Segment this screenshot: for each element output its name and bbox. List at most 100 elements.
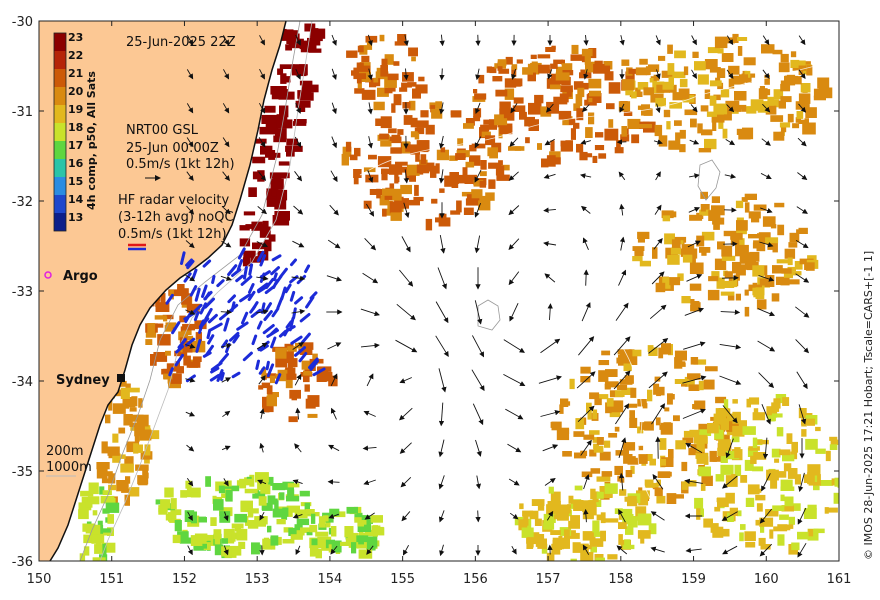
current-arrow <box>220 309 233 315</box>
current-arrow <box>798 35 806 46</box>
sst-patch <box>134 433 140 442</box>
sst-patch <box>607 554 618 560</box>
sst-patch <box>210 517 217 526</box>
sst-patch <box>589 538 604 547</box>
sst-patch <box>100 495 115 504</box>
current-arrow <box>438 368 447 393</box>
sst-patch <box>744 193 757 200</box>
radar-vector <box>271 307 280 318</box>
sst-patch <box>683 430 696 438</box>
sst-patch <box>727 295 735 301</box>
sst-patch <box>550 63 558 69</box>
sst-patch <box>534 518 542 526</box>
sst-patch <box>623 454 633 464</box>
sst-patch <box>568 495 574 504</box>
sst-patch <box>766 407 780 412</box>
sst-patch <box>508 82 521 87</box>
sst-patch <box>757 101 769 113</box>
sst-patch <box>601 350 611 356</box>
sst-patch <box>644 421 654 431</box>
current-arrow <box>722 405 738 424</box>
sst-patch <box>673 415 680 422</box>
radar-vector <box>227 294 236 304</box>
sst-patch <box>707 47 720 54</box>
current-arrow <box>721 511 738 521</box>
sst-patch <box>512 78 523 87</box>
sst-patch <box>160 499 171 509</box>
sst-patch <box>804 120 809 132</box>
sst-patch <box>310 513 316 524</box>
sst-patch <box>380 116 392 129</box>
sst-patch <box>683 66 689 76</box>
radar-vector <box>168 367 174 377</box>
sst-patch <box>770 480 778 489</box>
sst-patch <box>315 531 329 537</box>
radar-vector <box>259 254 267 267</box>
current-arrow <box>655 171 661 181</box>
sst-patch <box>503 109 508 119</box>
sst-patch <box>746 106 757 114</box>
radar-vector <box>248 283 255 294</box>
radar-vector <box>279 267 288 278</box>
sst-patch <box>396 95 402 105</box>
sst-patch <box>709 67 721 73</box>
sst-patch <box>739 532 744 542</box>
sst-patch <box>379 133 389 140</box>
sst-patch <box>262 538 272 550</box>
sst-patch <box>299 490 310 497</box>
sst-patch <box>505 56 513 65</box>
radar-vector <box>300 332 311 344</box>
sst-patch <box>480 124 490 132</box>
sst-patch <box>313 28 326 39</box>
sst-patch <box>737 46 743 56</box>
current-arrow <box>726 35 734 46</box>
sst-patch <box>674 350 687 361</box>
sst-patch <box>394 41 408 46</box>
current-arrow <box>186 137 194 148</box>
sst-patch <box>267 392 279 398</box>
radar-vector <box>203 297 215 309</box>
sst-patch <box>364 536 378 548</box>
sst-patch <box>748 446 760 451</box>
sst-patch <box>600 530 606 542</box>
radar-vector <box>309 359 319 371</box>
current-arrow <box>186 171 194 182</box>
sst-patch <box>731 436 740 443</box>
sst-patch <box>221 538 228 544</box>
sst-patch <box>638 454 648 464</box>
current-arrow <box>185 274 196 282</box>
current-arrow <box>399 407 413 421</box>
current-arrow <box>655 69 661 80</box>
current-arrow <box>685 547 702 554</box>
sst-patch <box>637 231 650 239</box>
sst-patch <box>379 195 390 206</box>
sst-patch <box>410 117 418 128</box>
sst-patch <box>496 174 510 181</box>
current-arrow <box>583 35 589 46</box>
sst-patch <box>318 516 326 528</box>
radar-vector <box>193 311 200 322</box>
sst-patch <box>381 168 388 181</box>
radar-vector <box>216 279 225 288</box>
sst-patch <box>699 209 711 216</box>
sst-patch <box>758 537 766 546</box>
sst-patch <box>639 58 648 65</box>
current-arrow <box>547 69 553 80</box>
sst-patch <box>833 492 839 504</box>
sst-patch <box>599 451 611 461</box>
current-arrow <box>762 103 771 113</box>
sst-patch <box>388 128 397 134</box>
sst-patch <box>390 147 402 154</box>
sst-patch <box>584 99 597 106</box>
sst-patch <box>621 59 630 66</box>
radar-legend-line-2: (3-12h avg) noQC <box>118 210 234 225</box>
sst-patch <box>699 429 712 436</box>
sst-patch <box>562 116 573 126</box>
current-arrow <box>367 169 374 183</box>
current-arrow <box>220 275 232 281</box>
sst-patch <box>735 293 741 301</box>
radar-vector <box>209 373 221 382</box>
sst-patch <box>807 472 813 485</box>
sst-patch <box>206 534 216 546</box>
current-arrow <box>725 139 736 146</box>
